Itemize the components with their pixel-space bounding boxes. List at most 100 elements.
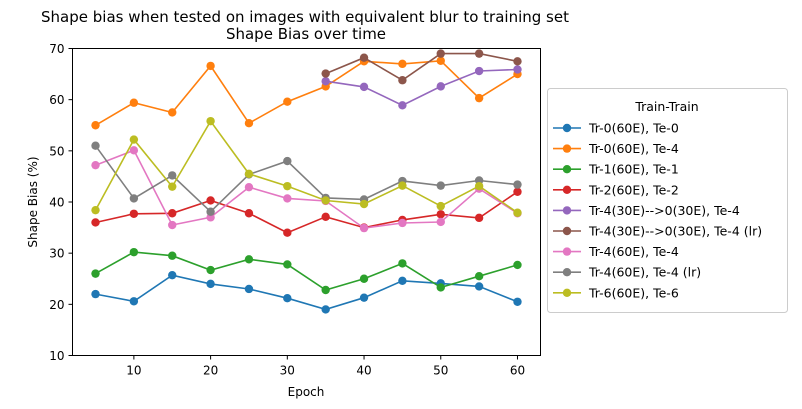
- legend-entry: Tr-4(30E)-->0(30E), Te-4 (lr): [553, 224, 762, 239]
- series-line: [325, 52, 518, 82]
- data-point: [206, 207, 215, 216]
- data-point: [91, 269, 100, 278]
- series-8: [91, 141, 522, 216]
- legend-entry: Tr-6(60E), Te-6: [553, 285, 679, 300]
- legend: Train-Train Tr-0(60E), Te-0 Tr-0(60E), Te…: [547, 88, 788, 313]
- y-tick-label: 60: [49, 93, 64, 107]
- data-point: [91, 289, 100, 299]
- data-point: [321, 305, 330, 314]
- legend-label: Tr-2(60E), Te-2: [588, 182, 679, 197]
- y-axis: 10 20 30 40 50 60 70: [49, 42, 73, 363]
- series-7: [91, 146, 522, 233]
- legend-entry: Tr-0(60E), Te-4: [553, 141, 679, 156]
- data-point: [359, 223, 369, 233]
- data-point: [244, 169, 254, 179]
- x-tick-label: 30: [280, 364, 295, 378]
- data-point: [359, 199, 369, 209]
- series-line: [325, 68, 518, 107]
- x-axis-label: Epoch: [288, 385, 325, 399]
- data-point: [168, 171, 177, 180]
- data-point: [513, 297, 522, 306]
- data-point: [359, 274, 369, 283]
- y-tick-label: 40: [49, 196, 64, 210]
- legend-title: Train-Train: [634, 99, 698, 114]
- data-point: [283, 293, 292, 303]
- x-tick-label: 20: [203, 364, 218, 378]
- legend-marker: [562, 206, 572, 215]
- data-point: [283, 97, 292, 106]
- legend-label: Tr-4(30E)-->0(30E), Te-4: [588, 203, 740, 218]
- data-point: [283, 260, 292, 269]
- data-point: [321, 77, 330, 86]
- series-line: [95, 274, 518, 311]
- plot-area: [91, 49, 522, 314]
- data-point: [436, 49, 445, 58]
- legend-entry: Tr-2(60E), Te-2: [553, 182, 679, 197]
- legend-label: Tr-6(60E), Te-6: [588, 285, 679, 300]
- data-point: [321, 196, 330, 205]
- data-point: [474, 181, 484, 191]
- legend-marker: [562, 268, 572, 277]
- data-point: [129, 135, 139, 144]
- data-point: [283, 181, 292, 191]
- data-point: [283, 228, 292, 237]
- data-point: [513, 208, 522, 217]
- figure-suptitle: Shape bias when tested on images with eq…: [41, 8, 569, 26]
- data-point: [436, 210, 445, 219]
- legend-entry: Tr-0(60E), Te-0: [553, 121, 679, 136]
- legend-marker: [562, 123, 572, 133]
- data-point: [168, 251, 177, 260]
- data-point: [129, 297, 139, 306]
- legend-marker: [562, 144, 572, 153]
- data-point: [129, 146, 139, 155]
- series-3: [91, 247, 522, 295]
- data-point: [129, 247, 139, 257]
- x-tick-label: 10: [126, 364, 141, 378]
- x-tick-label: 40: [356, 364, 371, 378]
- data-point: [244, 119, 254, 128]
- data-point: [436, 82, 445, 91]
- data-point: [474, 49, 484, 58]
- series-9: [91, 116, 522, 217]
- legend-label: Tr-0(60E), Te-4: [588, 141, 679, 156]
- data-point: [398, 59, 407, 69]
- x-tick-label: 50: [433, 364, 448, 378]
- data-point: [398, 259, 407, 268]
- data-point: [398, 276, 407, 285]
- data-point: [436, 201, 445, 211]
- data-point: [398, 76, 407, 85]
- data-point: [129, 194, 139, 203]
- data-point: [359, 82, 369, 92]
- series-line: [95, 149, 518, 229]
- data-point: [168, 182, 177, 191]
- legend-marker: [562, 247, 572, 256]
- data-point: [513, 260, 522, 270]
- data-point: [168, 220, 177, 230]
- y-tick-label: 10: [49, 349, 64, 363]
- data-point: [359, 53, 369, 62]
- data-point: [436, 181, 445, 190]
- data-point: [206, 265, 215, 275]
- data-point: [474, 66, 484, 76]
- data-point: [91, 218, 100, 227]
- data-point: [244, 284, 254, 294]
- series-5: [321, 65, 522, 110]
- series-6: [321, 49, 522, 85]
- series-line: [95, 59, 518, 126]
- data-point: [168, 209, 177, 218]
- legend-marker: [562, 165, 572, 174]
- legend-marker: [562, 288, 572, 297]
- data-point: [513, 180, 522, 189]
- data-point: [398, 218, 407, 228]
- data-point: [244, 209, 254, 218]
- data-point: [206, 279, 215, 289]
- series-line: [94, 145, 518, 213]
- legend-entry: Tr-4(60E), Te-4: [553, 244, 679, 259]
- data-point: [513, 57, 522, 66]
- legend-marker: [562, 185, 572, 194]
- data-point: [244, 182, 254, 192]
- series-line: [95, 251, 518, 291]
- legend-marker: [562, 226, 572, 236]
- data-point: [168, 108, 177, 117]
- data-point: [474, 93, 484, 103]
